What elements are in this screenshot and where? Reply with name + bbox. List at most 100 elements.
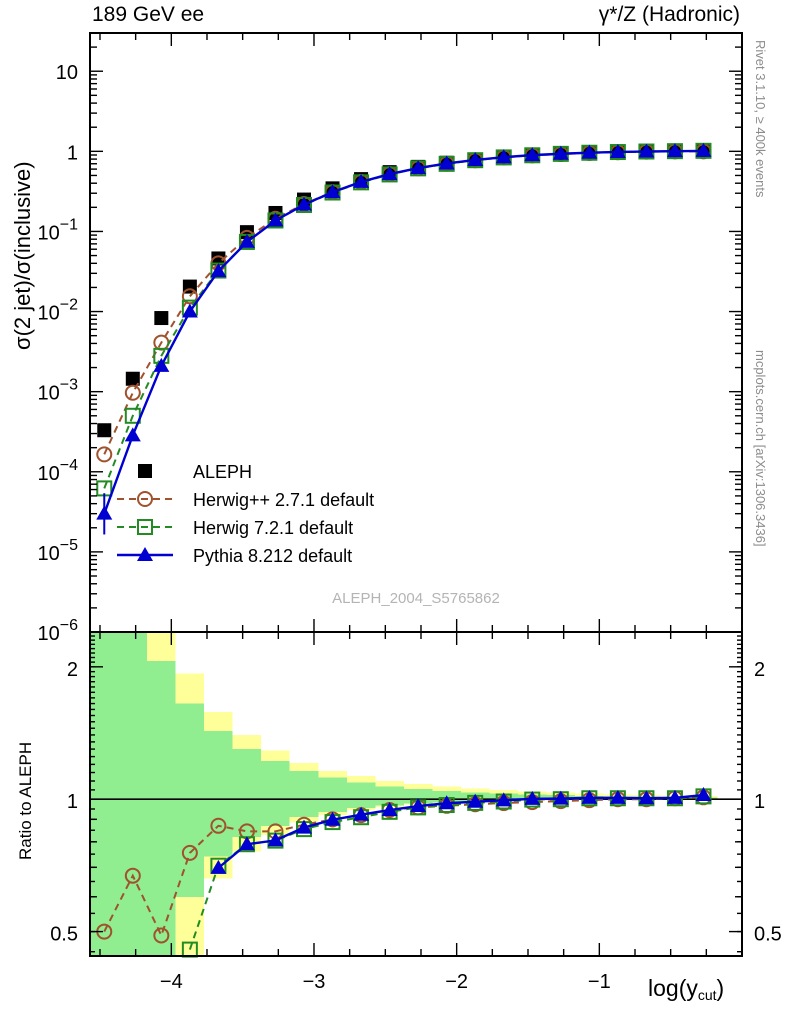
data-point-pythia (581, 789, 598, 804)
data-point-herwig++ (124, 384, 141, 401)
xaxis-label: log(ycut) (648, 975, 724, 1003)
legend-label-0: ALEPH (193, 462, 252, 482)
data-point-pythia (353, 806, 370, 821)
ratio-panel-frame (89, 631, 743, 957)
data-point-pythia (552, 145, 569, 160)
data-point-herwig++ (124, 867, 141, 884)
data-point-pythia (638, 790, 655, 805)
y-tick-label-ratio-right: 2 (754, 659, 765, 681)
y-tick-label-ratio: 0.5 (50, 924, 78, 946)
data-point-herwig++ (181, 288, 198, 305)
data-point-pythia (324, 184, 341, 199)
data-point-pythia (381, 166, 398, 181)
data-point-pythia (181, 303, 198, 318)
data-point-herwig++ (153, 927, 170, 944)
data-point-pythia (238, 836, 255, 851)
data-point-pythia (267, 832, 284, 847)
data-point-pythia (296, 196, 313, 211)
y-tick-label-ratio: 2 (67, 659, 78, 681)
legend-label-1: Herwig++ 2.7.1 default (193, 490, 374, 510)
legend-marker (138, 464, 152, 478)
data-point-pythia (410, 798, 427, 813)
ratio-band-inner (90, 632, 119, 956)
data-point-pythia (467, 151, 484, 166)
data-point-pythia (467, 793, 484, 808)
data-point-herwig++ (96, 446, 113, 463)
data-point-pythia (666, 143, 683, 158)
data-point-pythia (238, 233, 255, 248)
ratio-band-inner (147, 661, 176, 956)
ratio-band-inner (118, 632, 148, 956)
data-point-pythia (666, 789, 683, 804)
ratio-band-inner (175, 703, 205, 897)
legend-marker (137, 491, 153, 507)
data-point-pythia (153, 357, 170, 372)
y-tick-label-main: 10−6 (38, 617, 79, 645)
x-tick-label: −3 (303, 971, 326, 993)
data-point-pythia (267, 212, 284, 227)
series-line-pythia (103, 149, 704, 515)
xaxis-label-end: ) (716, 975, 725, 1001)
data-point-pythia (438, 155, 455, 170)
legend-label-2: Herwig 7.2.1 default (193, 518, 353, 538)
data-point-aleph (154, 311, 169, 326)
data-point-pythia (495, 149, 512, 164)
y-tick-label-ratio-right: 0.5 (754, 924, 782, 946)
legend-marker (137, 519, 153, 535)
data-point-aleph (211, 251, 226, 266)
x-tick-label: −4 (160, 971, 183, 993)
data-point-pythia (210, 263, 227, 278)
data-point-pythia (552, 790, 569, 805)
watermark: ALEPH_2004_S5765862 (332, 590, 500, 607)
data-point-pythia (296, 819, 313, 834)
data-point-pythia (581, 144, 598, 159)
legend-marker (137, 547, 153, 561)
y-tick-label-ratio: 1 (67, 791, 78, 813)
data-point-aleph (97, 423, 112, 438)
data-point-pythia (695, 787, 712, 802)
y-tick-label-main: 10−1 (38, 216, 79, 244)
x-tick-label: −1 (588, 971, 611, 993)
xaxis-label-sub: cut (697, 987, 717, 1003)
data-point-pythia (438, 795, 455, 810)
data-point-pythia (324, 811, 341, 826)
ratio-band-inner (318, 777, 347, 813)
data-point-pythia (495, 792, 512, 807)
data-point-pythia (638, 143, 655, 158)
data-point-pythia (124, 427, 141, 442)
x-tick-label: −2 (445, 971, 468, 993)
data-point-herwig++ (210, 817, 227, 834)
header-left: 189 GeV ee (92, 3, 205, 26)
xaxis-label-main: log(y (648, 975, 698, 1001)
ratio-band-inner (289, 770, 319, 818)
data-point-pythia (695, 142, 712, 157)
data-point-pythia (410, 160, 427, 175)
main-panel-frame (89, 32, 743, 633)
ratio-band-inner (261, 761, 290, 826)
header-right: γ*/Z (Hadronic) (598, 3, 740, 26)
data-point-pythia (609, 143, 626, 158)
y-tick-label-ratio-right: 1 (754, 791, 765, 813)
y-tick-label-main: 10−4 (38, 457, 79, 485)
y-tick-label-main: 10−2 (38, 297, 79, 325)
data-point-pythia (381, 802, 398, 817)
data-point-pythia (210, 859, 227, 874)
y-tick-label-main: 10 (56, 62, 78, 84)
y-tick-label-main: 1 (67, 142, 78, 164)
data-point-pythia (524, 147, 541, 162)
y-tick-label-main: 10−3 (38, 377, 79, 405)
data-point-herwig++ (181, 844, 198, 861)
data-point-pythia (353, 173, 370, 188)
ratio-band-inner (346, 782, 376, 808)
series-line-herwig (103, 149, 704, 489)
data-point-pythia (609, 789, 626, 804)
y-tick-label-main: 10−5 (38, 537, 79, 565)
legend-label-3: Pythia 8.212 default (193, 546, 352, 566)
data-point-pythia (524, 790, 541, 805)
data-point-aleph (125, 371, 140, 386)
ratio-band-inner (204, 730, 233, 857)
ratio-band-inner (375, 786, 404, 806)
ratio-band-inner (232, 749, 262, 838)
